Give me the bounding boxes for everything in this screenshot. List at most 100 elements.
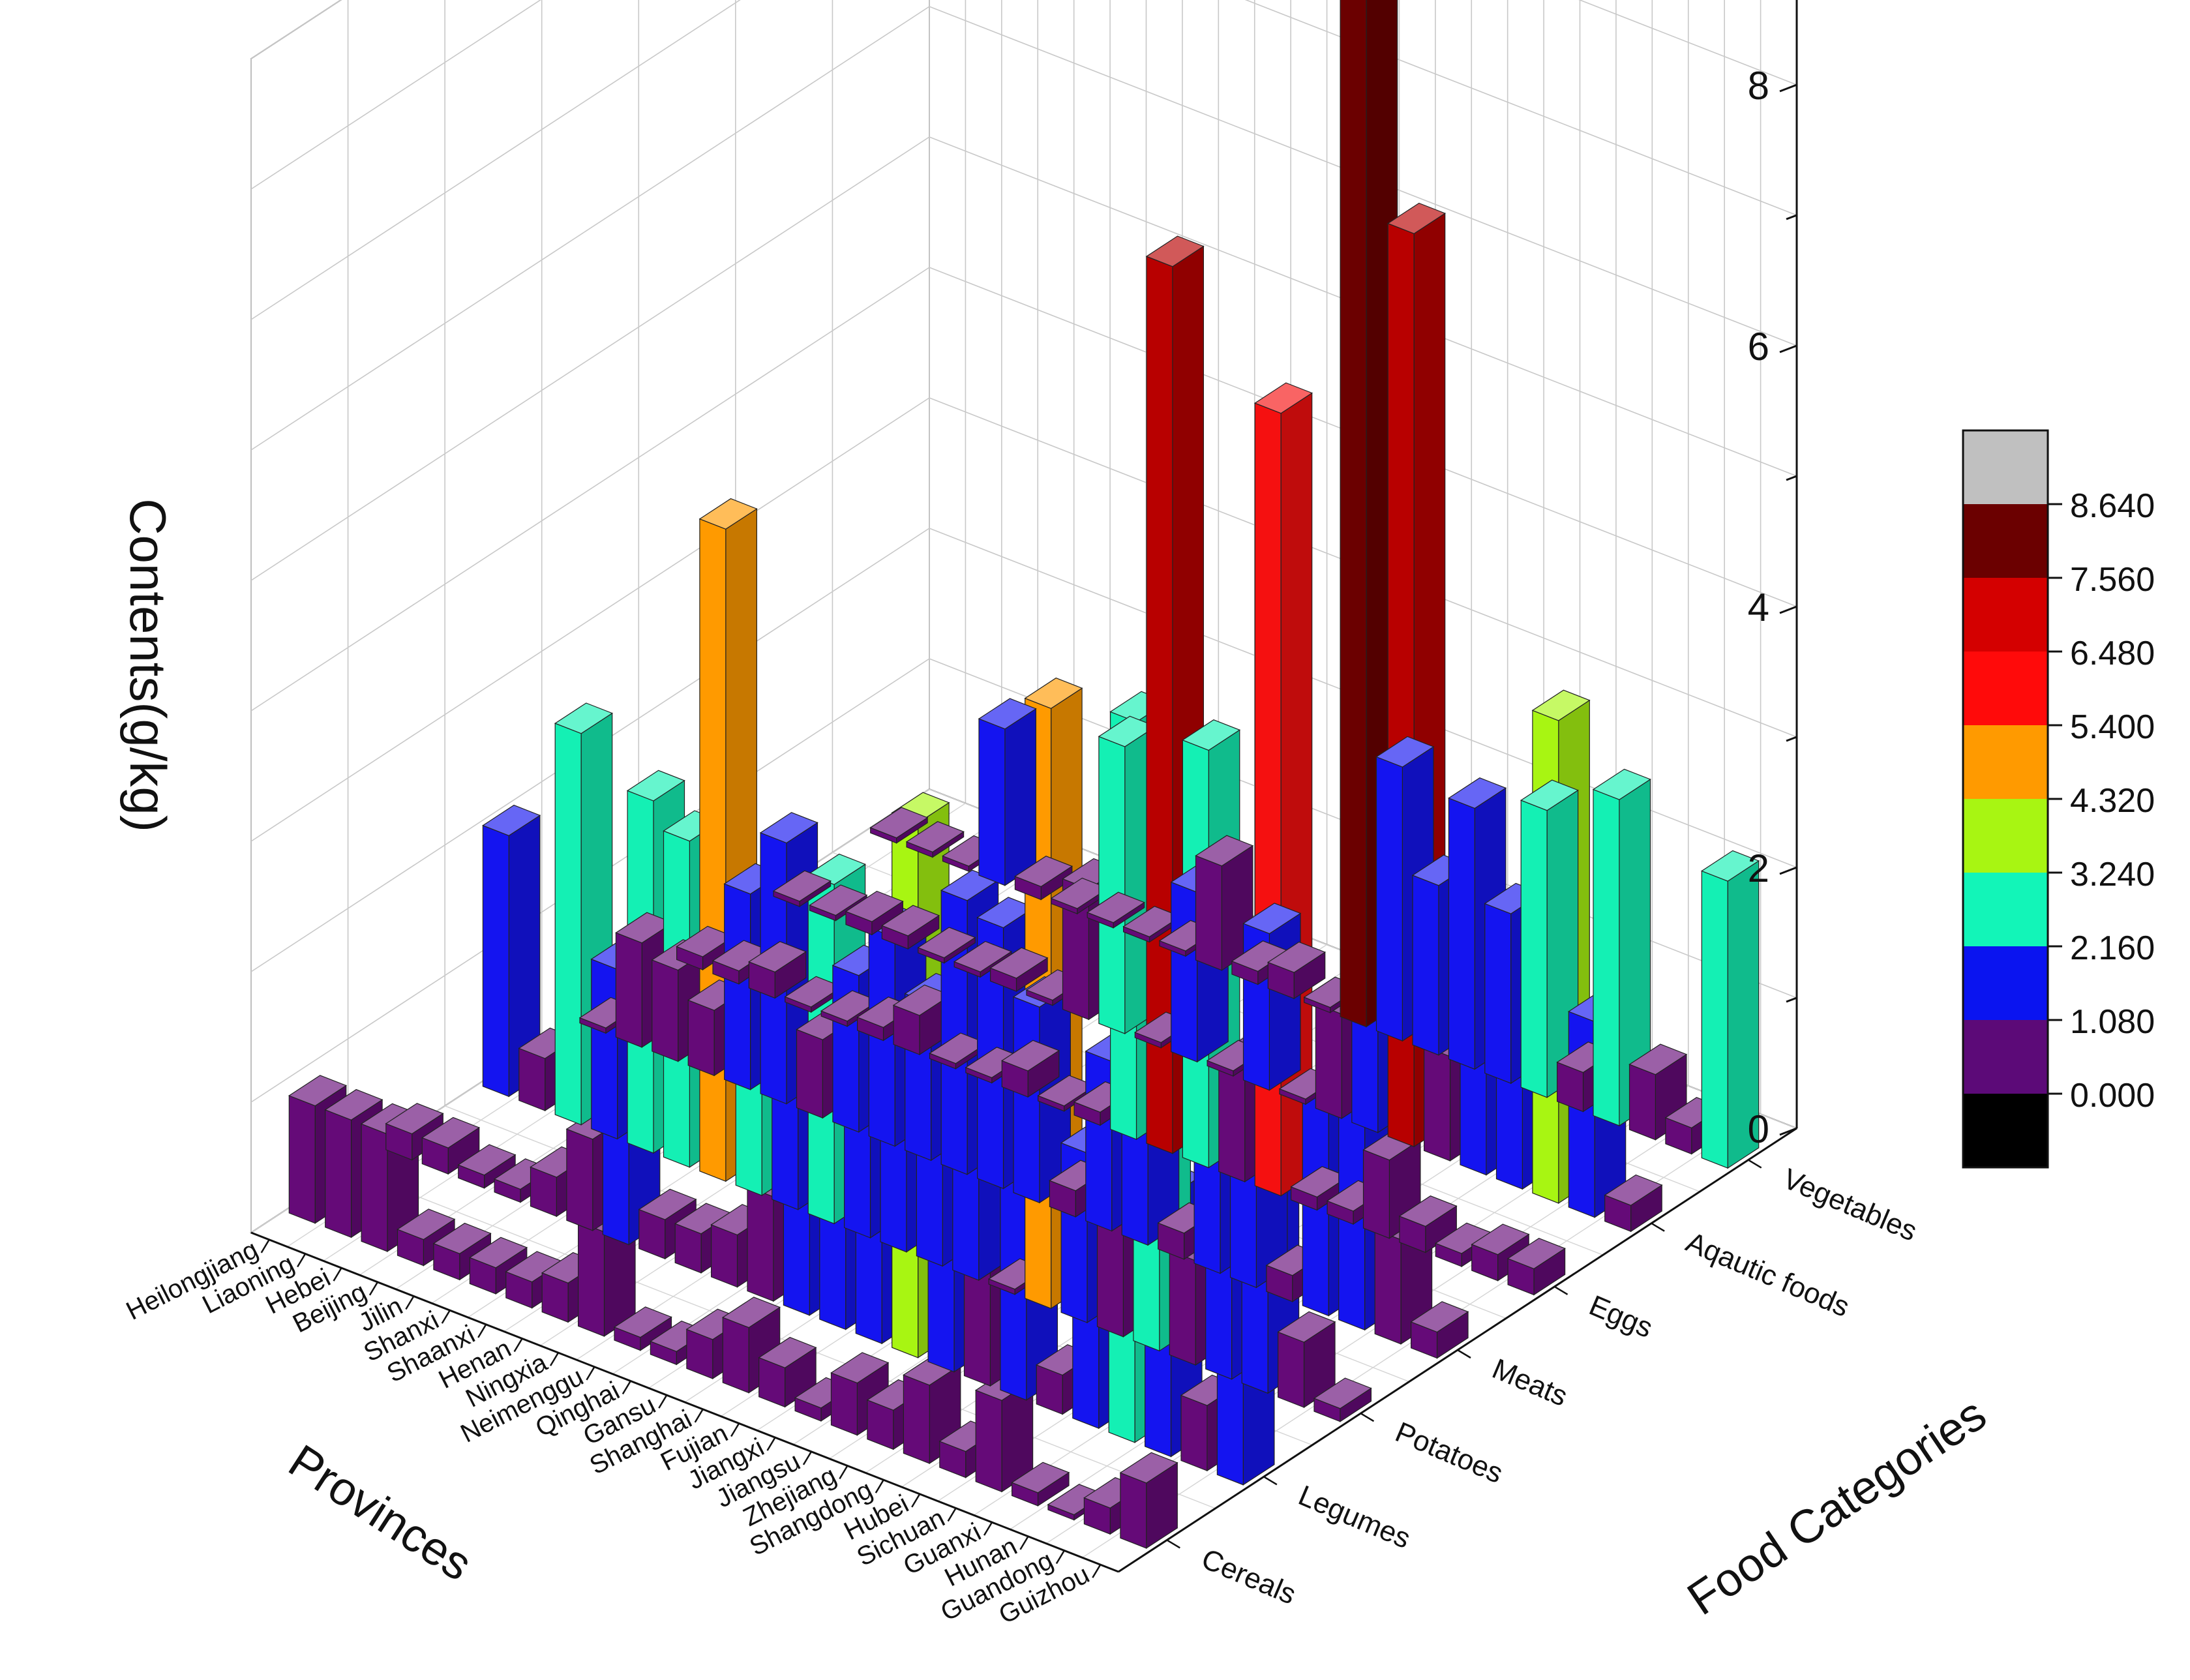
province-tick <box>1019 1536 1029 1550</box>
bar-front-face <box>1085 1051 1113 1232</box>
category-tick-label: Aqautic foods <box>1681 1226 1854 1323</box>
legend-color-cell <box>1963 946 2048 1020</box>
bar-front-face <box>978 718 1006 886</box>
floor-grid-line <box>348 1169 1216 1509</box>
bar-hebei-aqautic-foods <box>845 890 904 936</box>
bar-top-face <box>1520 779 1579 811</box>
legend-tick-label: 1.080 <box>2070 1003 2155 1041</box>
bar-top-face <box>615 912 674 944</box>
bar-top-face <box>385 1103 444 1135</box>
bar-top-face <box>554 702 614 734</box>
bar-top-face <box>457 1144 517 1176</box>
bar-top-face <box>758 1336 817 1368</box>
bar-top-face <box>953 940 1013 972</box>
bar-side-face <box>1004 708 1037 886</box>
bar-guanxi-cereals <box>1011 1462 1070 1507</box>
z-tick <box>1779 605 1797 614</box>
bar-gansu-vegetables <box>1267 941 1327 1000</box>
bar-top-face <box>905 821 965 853</box>
province-tick <box>477 1324 487 1338</box>
bar-beijing-vegetables <box>978 698 1037 886</box>
bar-top-face <box>432 1222 492 1254</box>
grid-line <box>250 0 1797 190</box>
bar-guizhou-potatoes <box>1313 1377 1372 1422</box>
province-tick <box>875 1479 884 1493</box>
bar-shaanxi-vegetables <box>1086 892 1145 929</box>
legend-tick-label: 2.160 <box>2070 929 2155 967</box>
bar-front-face <box>1484 903 1512 1084</box>
province-tick <box>983 1522 993 1536</box>
y-axis-label: Food Categories <box>1679 1388 1996 1625</box>
bar-side-face <box>1268 912 1301 1091</box>
bar-jilin-cereals <box>432 1222 492 1281</box>
bar-hebei-legumes <box>457 1144 517 1189</box>
legend-color-cell <box>1963 578 2048 652</box>
bar-top-face <box>772 870 832 902</box>
bar-top-face <box>638 1188 697 1220</box>
z-axis-label: Contents(g/kg) <box>119 498 177 832</box>
bar-top-face <box>759 812 818 844</box>
province-tick <box>694 1409 704 1423</box>
province-tick <box>658 1394 668 1409</box>
bar-top-face <box>1290 1166 1349 1198</box>
category-tick-label: Cereals <box>1197 1543 1300 1611</box>
bar-front-face <box>1628 1064 1656 1141</box>
bar-front-face <box>1098 736 1126 1034</box>
province-tick <box>1092 1564 1102 1578</box>
legend-tick-label: 6.480 <box>2070 635 2155 672</box>
bar-front-face <box>1169 1250 1196 1366</box>
province-tick <box>549 1352 560 1366</box>
bar-top-face <box>324 1088 383 1120</box>
category-tick <box>1651 1222 1665 1232</box>
bar-top-face <box>1242 903 1302 935</box>
bar-front-face <box>361 1123 388 1252</box>
bar-front-face <box>1195 855 1223 971</box>
legend-tick-label: 4.320 <box>2070 782 2155 820</box>
province-tick <box>802 1451 813 1465</box>
legend-tick-label: 5.400 <box>2070 708 2155 746</box>
bar-guanxi-eggs <box>1398 1195 1458 1253</box>
bar-jilin-aqautic-foods <box>917 927 976 964</box>
bar-front-face <box>830 1372 858 1436</box>
province-tick <box>947 1507 957 1522</box>
province-tick <box>839 1465 848 1480</box>
legend-color-cell <box>1963 652 2048 725</box>
bar-top-face <box>978 698 1037 730</box>
legend-color-cell <box>1963 1094 2048 1167</box>
bar-top-face <box>1410 1301 1469 1333</box>
bar-front-face <box>652 959 679 1062</box>
z-tick-label: 6 <box>1748 325 1769 368</box>
category-tick <box>1166 1539 1180 1549</box>
bar-top-face <box>698 498 758 530</box>
grid-line <box>250 658 1797 1103</box>
bar-front-face <box>1568 1011 1595 1218</box>
bar-top-face <box>820 990 880 1022</box>
bar-top-face <box>626 770 685 802</box>
grid-line <box>250 136 1797 581</box>
bar-guizhou-meats <box>1410 1301 1469 1359</box>
bar-guandong-potatoes <box>1277 1311 1336 1409</box>
bar-top-face <box>830 1352 890 1384</box>
bar-top-face <box>721 1297 781 1328</box>
province-tick <box>622 1380 631 1395</box>
bar-front-face <box>1277 1331 1305 1408</box>
z-tick-label: 2 <box>1748 847 1769 890</box>
category-tick <box>1457 1349 1471 1359</box>
legend-tick-label: 8.640 <box>2070 487 2155 525</box>
bar-front-face <box>288 1095 316 1224</box>
bar-front-face <box>591 958 618 1140</box>
legend-color-cell <box>1963 799 2048 873</box>
z-tick-label: 0 <box>1748 1107 1769 1151</box>
bar-top-face <box>1700 850 1760 882</box>
bar-top-face <box>1267 941 1327 973</box>
bar-top-face <box>1375 736 1435 768</box>
bar-top-face <box>1253 382 1313 414</box>
grid-line <box>250 267 1797 712</box>
bar-front-face <box>577 1221 605 1337</box>
bar-front-face <box>1013 996 1040 1204</box>
bar-top-face <box>1398 1195 1458 1227</box>
bar-guizhou-aqautic-foods <box>1604 1174 1663 1233</box>
province-tick <box>513 1338 523 1353</box>
category-tick <box>1748 1159 1762 1169</box>
bar-front-face <box>747 1186 774 1302</box>
